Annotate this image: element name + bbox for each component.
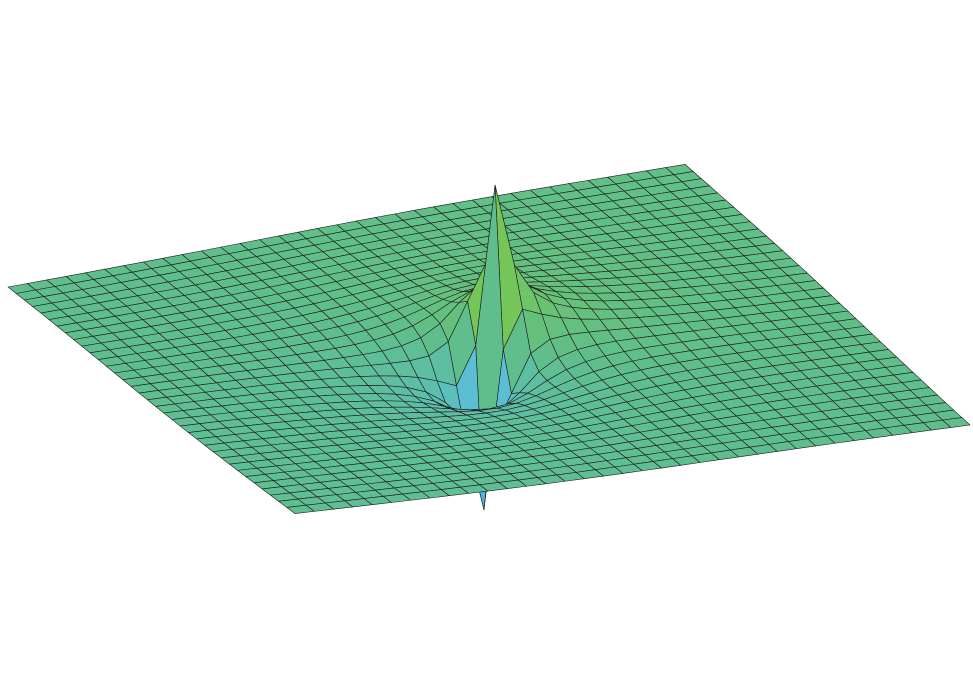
surface-plot — [0, 0, 973, 683]
page: {"chart_data": {"type": "surface"}} (() … — [0, 0, 973, 683]
